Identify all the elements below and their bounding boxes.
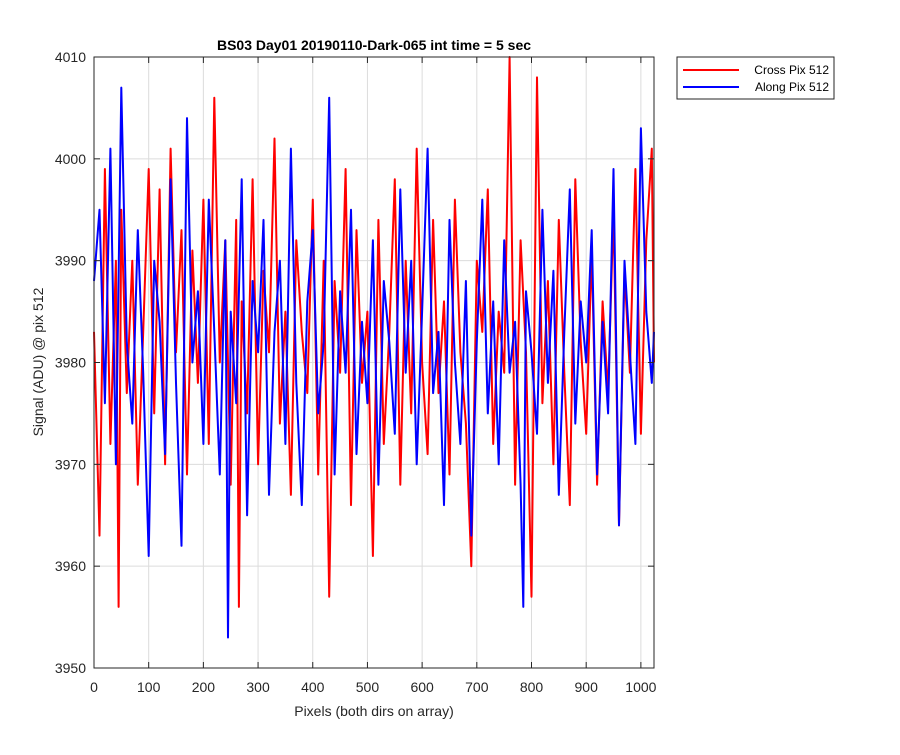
x-tick-label: 1000	[625, 679, 656, 695]
y-tick-label: 3970	[55, 456, 86, 472]
y-tick-label: 4010	[55, 49, 86, 65]
x-axis-title: Pixels (both dirs on array)	[294, 703, 454, 719]
series-layer	[93, 56, 655, 639]
x-tick-label: 900	[575, 679, 599, 695]
y-axis-title: Signal (ADU) @ pix 512	[30, 287, 46, 436]
y-tick-label: 3950	[55, 660, 86, 676]
x-tick-label: 600	[410, 679, 434, 695]
legend-box	[676, 56, 835, 100]
x-tick-label: 500	[356, 679, 380, 695]
chart-title: BS03 Day01 20190110-Dark-065 int time = …	[217, 37, 531, 53]
series-line-along-pix-512	[93, 86, 655, 639]
x-tick-label: 300	[246, 679, 270, 695]
x-tick-label: 100	[137, 679, 161, 695]
y-tick-label: 3990	[55, 253, 86, 269]
x-tick-label: 400	[301, 679, 325, 695]
y-tick-label: 3980	[55, 355, 86, 371]
x-tick-label: 200	[192, 679, 216, 695]
x-tick-label: 700	[465, 679, 489, 695]
y-tick-label: 3960	[55, 558, 86, 574]
legend-label-cross: Cross Pix 512	[754, 63, 829, 77]
x-tick-label: 800	[520, 679, 544, 695]
legend-label-along: Along Pix 512	[755, 80, 829, 94]
y-tick-label: 4000	[55, 151, 86, 167]
x-tick-label: 0	[90, 679, 98, 695]
ticks: 0 100 200 300 400 500 600 700 800 900 1000 3950 3960…	[55, 49, 657, 695]
legend: Cross Pix 512 Along Pix 512	[676, 56, 835, 100]
